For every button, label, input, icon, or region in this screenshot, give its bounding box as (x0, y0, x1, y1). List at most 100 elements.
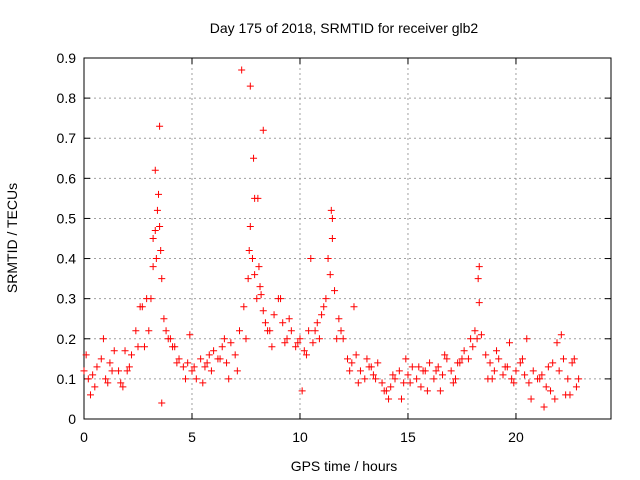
data-point (402, 355, 410, 363)
data-point (190, 363, 198, 371)
data-point (460, 347, 468, 355)
data-point (223, 359, 231, 367)
data-point (426, 359, 434, 367)
data-point (549, 359, 557, 367)
data-point (337, 327, 345, 335)
data-point (344, 355, 351, 363)
data-point (175, 355, 183, 363)
data-point (257, 291, 265, 299)
data-point (248, 255, 256, 263)
y-tick-label: 0.6 (57, 170, 77, 186)
data-point (104, 379, 112, 387)
data-point (521, 371, 529, 379)
data-point (143, 295, 151, 303)
data-point (311, 327, 319, 335)
data-point (117, 379, 125, 387)
data-point (318, 311, 326, 319)
data-point (471, 327, 479, 335)
data-point (238, 66, 246, 74)
data-point (454, 359, 462, 367)
data-point (380, 387, 388, 395)
data-point (220, 335, 228, 343)
data-point (544, 363, 552, 371)
data-point (413, 375, 421, 383)
y-tick-label: 0.3 (57, 291, 77, 307)
data-point (255, 263, 263, 271)
data-point (447, 367, 455, 375)
data-point (320, 303, 328, 311)
data-point (261, 319, 269, 327)
data-point (354, 379, 362, 387)
data-point (495, 355, 503, 363)
data-point (475, 299, 483, 307)
data-point (149, 235, 157, 242)
data-point (408, 363, 416, 371)
data-point (242, 335, 250, 343)
data-point (404, 371, 412, 379)
data-point (309, 339, 317, 347)
data-point (236, 327, 244, 335)
data-point (313, 319, 321, 327)
data-point (555, 367, 563, 375)
data-point (93, 363, 101, 371)
data-point (572, 383, 580, 391)
data-point (493, 347, 501, 355)
data-point (121, 347, 129, 355)
data-point (186, 331, 194, 339)
data-point (210, 347, 218, 355)
data-point (259, 307, 267, 315)
data-point (259, 126, 267, 134)
data-point (475, 263, 483, 271)
data-point (443, 355, 451, 363)
data-point (406, 379, 414, 387)
data-point (292, 343, 300, 351)
data-point (467, 335, 475, 343)
data-point (441, 351, 449, 359)
data-point (151, 226, 159, 234)
data-point (225, 375, 233, 383)
data-point (436, 387, 444, 395)
data-point (553, 339, 561, 347)
data-point (197, 355, 205, 363)
data-point (157, 247, 165, 255)
data-point (99, 335, 107, 343)
data-point (254, 194, 262, 202)
data-point (458, 355, 466, 363)
data-point (350, 303, 358, 311)
data-point (201, 363, 209, 371)
data-point (464, 355, 472, 363)
data-point (378, 379, 386, 387)
data-point (156, 122, 164, 130)
data-point (279, 319, 287, 327)
data-point (512, 367, 520, 375)
data-point (525, 379, 533, 387)
data-point (339, 335, 347, 343)
data-point (256, 283, 264, 291)
data-point (397, 395, 405, 403)
data-point (119, 383, 127, 391)
data-point (361, 375, 369, 383)
y-tick-label: 0.7 (57, 130, 77, 146)
data-point (400, 379, 408, 387)
data-point (326, 271, 334, 279)
data-point (369, 371, 377, 379)
data-point (155, 190, 163, 198)
data-point (184, 359, 192, 367)
data-point (501, 363, 509, 371)
data-point (542, 383, 550, 391)
data-point (115, 367, 123, 375)
data-point (140, 343, 148, 351)
data-point (283, 335, 291, 343)
x-tick-label: 0 (80, 429, 88, 445)
data-point (199, 379, 207, 387)
data-point (557, 331, 565, 339)
data-point (547, 387, 555, 395)
data-point (374, 359, 382, 367)
data-point (538, 371, 546, 379)
data-point (510, 379, 518, 387)
data-point (486, 359, 494, 367)
data-point (473, 335, 481, 343)
data-point (328, 214, 336, 222)
data-point (564, 375, 572, 383)
data-point (367, 363, 375, 371)
